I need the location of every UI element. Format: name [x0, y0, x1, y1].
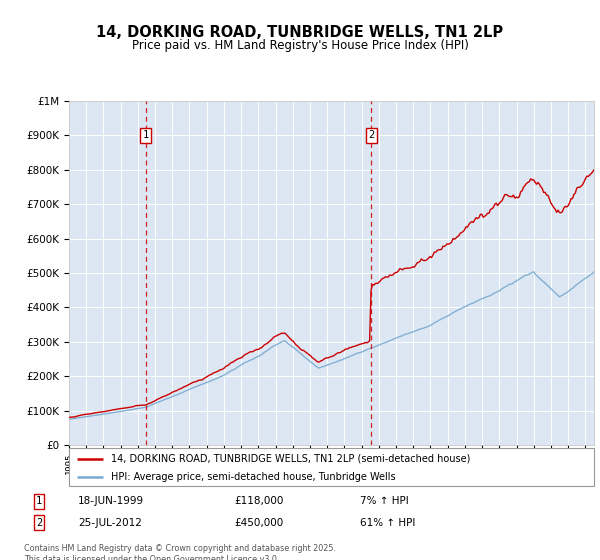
Text: Price paid vs. HM Land Registry's House Price Index (HPI): Price paid vs. HM Land Registry's House … [131, 39, 469, 52]
FancyBboxPatch shape [69, 448, 594, 486]
Text: 18-JUN-1999: 18-JUN-1999 [78, 496, 144, 506]
Text: 1: 1 [36, 496, 42, 506]
Text: £450,000: £450,000 [234, 518, 283, 528]
Text: 2: 2 [36, 518, 42, 528]
Text: HPI: Average price, semi-detached house, Tunbridge Wells: HPI: Average price, semi-detached house,… [111, 472, 395, 482]
Text: 14, DORKING ROAD, TUNBRIDGE WELLS, TN1 2LP (semi-detached house): 14, DORKING ROAD, TUNBRIDGE WELLS, TN1 2… [111, 454, 470, 464]
Text: 1: 1 [143, 130, 149, 140]
Text: 14, DORKING ROAD, TUNBRIDGE WELLS, TN1 2LP: 14, DORKING ROAD, TUNBRIDGE WELLS, TN1 2… [97, 25, 503, 40]
Text: 2: 2 [368, 130, 374, 140]
Text: 7% ↑ HPI: 7% ↑ HPI [360, 496, 409, 506]
Text: £118,000: £118,000 [234, 496, 283, 506]
Text: 61% ↑ HPI: 61% ↑ HPI [360, 518, 415, 528]
Text: 25-JUL-2012: 25-JUL-2012 [78, 518, 142, 528]
Text: Contains HM Land Registry data © Crown copyright and database right 2025.
This d: Contains HM Land Registry data © Crown c… [24, 544, 336, 560]
